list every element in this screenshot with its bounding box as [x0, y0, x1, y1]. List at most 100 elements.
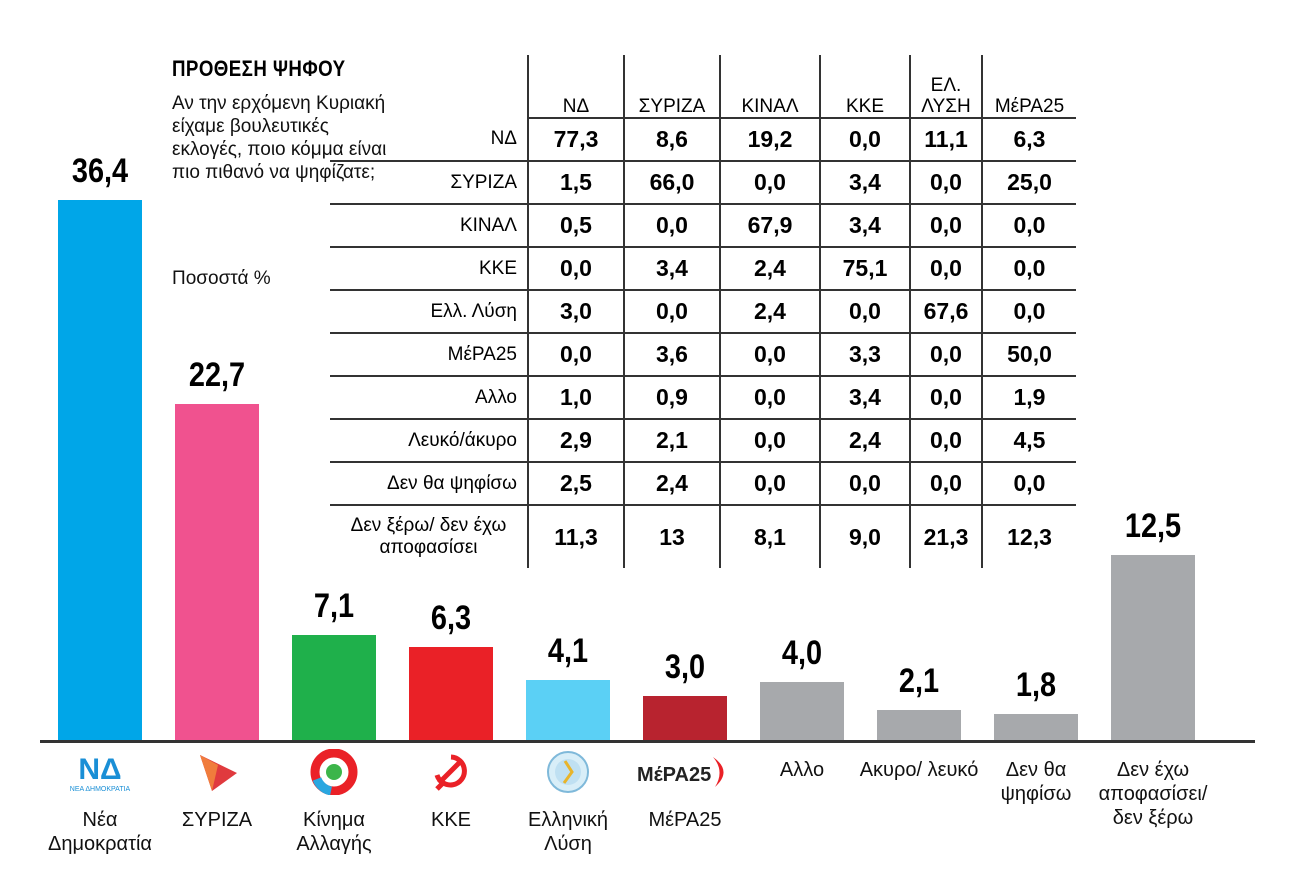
value-label: 4,0 — [781, 633, 823, 672]
header-corner — [330, 55, 528, 118]
table-cell: 2,9 — [527, 419, 624, 463]
table-row: Δεν ξέρω/ δεν έχω αποφασίσει 11,3 13 8,1 9,0… — [330, 505, 1076, 568]
column-header: ΕΛ. ΛΥΣΗ — [909, 55, 982, 119]
row-label: ΚΙΝΑΛ — [330, 204, 528, 248]
unit-label: Ποσοστά % — [172, 268, 271, 289]
bar-3 — [409, 647, 493, 741]
table-cell: 9,0 — [819, 505, 910, 568]
table-cell: 6,3 — [981, 118, 1076, 162]
svg-text:ΝΔ: ΝΔ — [78, 753, 121, 786]
value-label: 1,8 — [1015, 666, 1057, 705]
table-cell: 19,2 — [719, 118, 820, 162]
table-cell: 3,4 — [819, 161, 910, 205]
table-cell: 3,4 — [819, 376, 910, 420]
category-label: Δεν έχω αποφασίσει/ δεν ξέρω — [1098, 759, 1208, 829]
table-cell: 0,0 — [623, 204, 720, 248]
table-cell: 3,0 — [527, 290, 624, 334]
row-label: ΣΥΡΙΖΑ — [330, 161, 528, 205]
category-label: ΚΚΕ — [430, 809, 472, 831]
table-cell: 3,6 — [623, 333, 720, 377]
column-header: ΜέΡΑ25 — [981, 55, 1076, 119]
category-label: Κίνημα Αλλαγής — [296, 809, 372, 855]
table-cell: 0,0 — [819, 118, 910, 162]
table-cell: 2,5 — [527, 462, 624, 506]
table-cell: 0,0 — [527, 333, 624, 377]
bar-4 — [526, 680, 610, 741]
category-label: Ακυρο/ λευκό — [859, 759, 979, 781]
table-cell: 0,0 — [981, 247, 1076, 291]
bar-7 — [877, 709, 961, 741]
table-cell: 0,0 — [909, 419, 982, 463]
row-label: ΝΔ — [330, 118, 528, 162]
elliniki-lysi-logo-icon — [508, 751, 628, 793]
table-cell: 0,0 — [909, 462, 982, 506]
table-cell: 8,6 — [623, 118, 720, 162]
row-label: ΜέΡΑ25 — [330, 333, 528, 377]
category-label: Δεν θα ψηφίσω — [1000, 759, 1072, 805]
table-row: ΚΚΕ 0,0 3,4 2,4 75,1 0,0 0,0 — [330, 247, 1076, 291]
value-label: 7,1 — [313, 587, 355, 626]
table-cell: 2,4 — [719, 290, 820, 334]
table-cell: 0,0 — [909, 204, 982, 248]
table-row: ΚΙΝΑΛ 0,5 0,0 67,9 3,4 0,0 0,0 — [330, 204, 1076, 248]
table-row: Αλλο 1,0 0,9 0,0 3,4 0,0 1,9 — [330, 376, 1076, 420]
table-cell: 11,1 — [909, 118, 982, 162]
table-row: Ελλ. Λύση 3,0 0,0 2,4 0,0 67,6 0,0 — [330, 290, 1076, 334]
table-row: Δεν θα ψηφίσω 2,5 2,4 0,0 0,0 0,0 0,0 — [330, 462, 1076, 506]
chart-title: ΠΡΟΘΕΣΗ ΨΗΦΟΥ — [172, 56, 346, 81]
bar-9 — [1111, 555, 1195, 741]
value-label: 6,3 — [430, 599, 472, 638]
table-cell: 0,0 — [719, 333, 820, 377]
column-header: ΝΔ — [527, 55, 624, 119]
category-label: Νέα Δημοκρατία — [48, 809, 152, 855]
value-label: 4,1 — [547, 632, 589, 671]
table-cell: 0,0 — [909, 333, 982, 377]
table-cell: 0,0 — [623, 290, 720, 334]
crosstab-table: ΝΔ ΣΥΡΙΖΑ ΚΙΝΑΛ ΚΚΕ ΕΛ. ΛΥΣΗ ΜέΡΑ25 ΝΔ 77,3 8,6 1… — [330, 55, 1076, 568]
table-row: ΜέΡΑ25 0,0 3,6 0,0 3,3 0,0 50,0 — [330, 333, 1076, 377]
bar-0 — [58, 200, 142, 741]
table-cell: 67,9 — [719, 204, 820, 248]
bar-8 — [994, 714, 1078, 741]
category-label: Αλλο — [779, 759, 825, 781]
table-cell: 1,9 — [981, 376, 1076, 420]
table-cell: 77,3 — [527, 118, 624, 162]
table-cell: 3,4 — [623, 247, 720, 291]
table-cell: 0,0 — [527, 247, 624, 291]
row-label: ΚΚΕ — [330, 247, 528, 291]
row-label: Δεν θα ψηφίσω — [330, 462, 528, 506]
table-cell: 50,0 — [981, 333, 1076, 377]
value-label: 22,7 — [188, 355, 246, 394]
table-cell: 75,1 — [819, 247, 910, 291]
category-label: ΜέΡΑ25 — [648, 809, 722, 831]
table-cell: 8,1 — [719, 505, 820, 568]
table-cell: 11,3 — [527, 505, 624, 568]
category-label: Ελληνική Λύση — [527, 809, 609, 855]
table-cell: 0,0 — [909, 376, 982, 420]
table-header-row: ΝΔ ΣΥΡΙΖΑ ΚΙΝΑΛ ΚΚΕ ΕΛ. ΛΥΣΗ ΜέΡΑ25 — [330, 55, 1076, 119]
syriza-logo-icon — [157, 752, 277, 792]
table-cell: 4,5 — [981, 419, 1076, 463]
row-label: Λευκό/άκυρο — [330, 419, 528, 463]
table-cell: 1,0 — [527, 376, 624, 420]
column-header: ΚΙΝΑΛ — [719, 55, 820, 119]
kinal-logo-icon — [274, 749, 394, 795]
baseline — [40, 740, 1255, 743]
svg-text:ΜέΡΑ25: ΜέΡΑ25 — [637, 764, 711, 786]
table-cell: 3,4 — [819, 204, 910, 248]
column-header: ΣΥΡΙΖΑ — [623, 55, 720, 119]
row-label: Δεν ξέρω/ δεν έχω αποφασίσει — [350, 515, 507, 558]
table-cell: 12,3 — [981, 505, 1076, 568]
table-row: ΣΥΡΙΖΑ 1,5 66,0 0,0 3,4 0,0 25,0 — [330, 161, 1076, 205]
bar-1 — [175, 403, 259, 741]
category-label: ΣΥΡΙΖΑ — [181, 809, 253, 831]
value-label: 3,0 — [664, 648, 706, 687]
table-cell: 25,0 — [981, 161, 1076, 205]
table-cell: 2,1 — [623, 419, 720, 463]
mera25-logo-icon: ΜέΡΑ25 — [625, 752, 745, 792]
table-cell: 0,0 — [719, 419, 820, 463]
table-cell: 1,5 — [527, 161, 624, 205]
table-cell: 0,0 — [981, 204, 1076, 248]
table-cell: 21,3 — [909, 505, 982, 568]
